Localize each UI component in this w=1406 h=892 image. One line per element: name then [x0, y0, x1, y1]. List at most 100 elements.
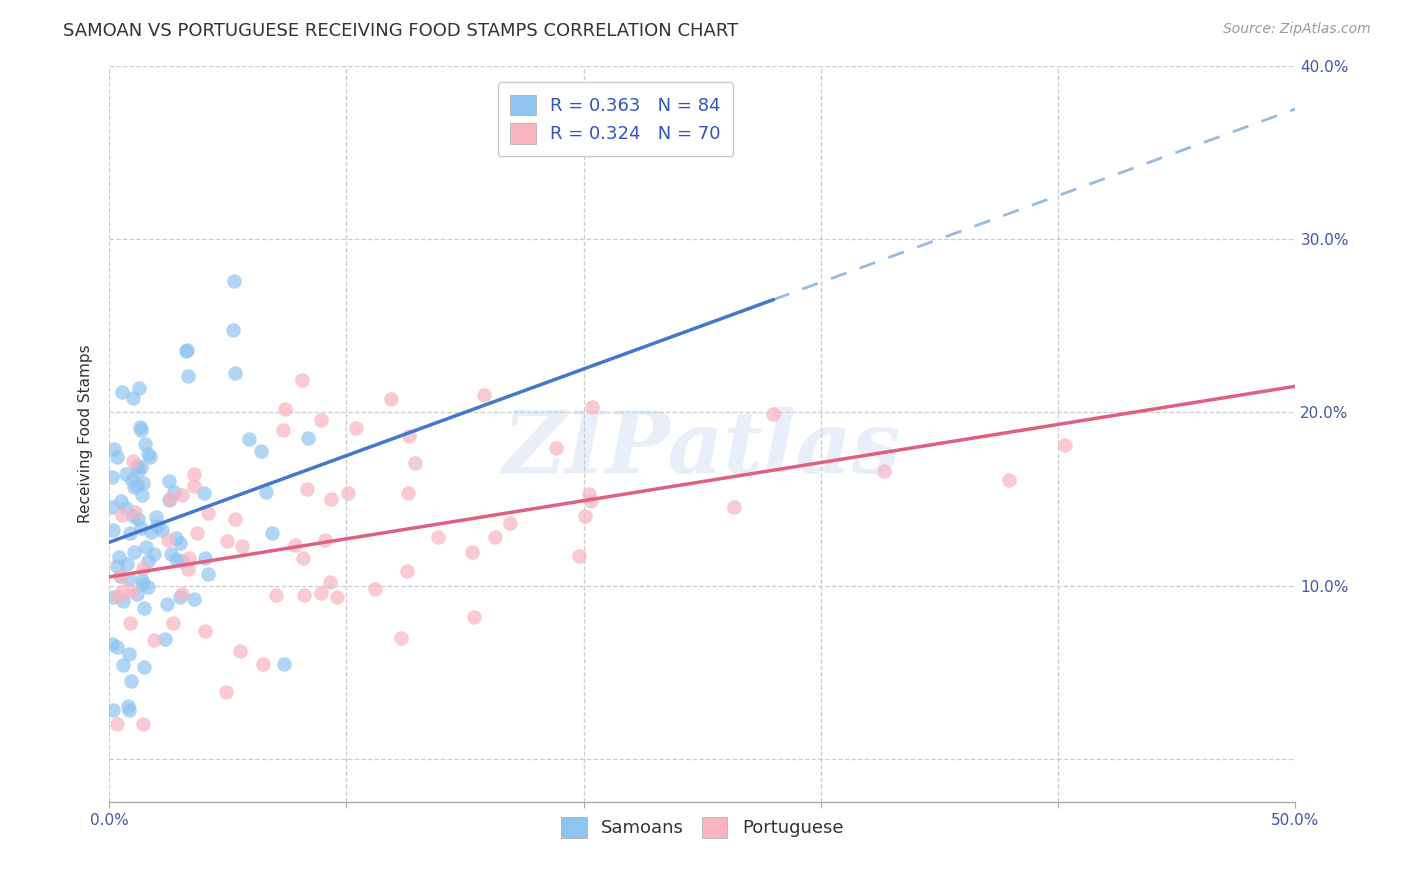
Point	[326, 590, 349, 604]
Point	[129, 460, 152, 475]
Point	[105, 450, 128, 464]
Point	[309, 413, 332, 427]
Point	[105, 640, 128, 654]
Text: ZIPatlas: ZIPatlas	[503, 407, 901, 491]
Point	[254, 485, 277, 500]
Point	[183, 592, 205, 607]
Point	[177, 551, 200, 566]
Point	[160, 547, 183, 561]
Point	[291, 550, 314, 565]
Point	[150, 524, 173, 538]
Point	[146, 519, 169, 533]
Point	[134, 437, 156, 451]
Point	[131, 573, 153, 587]
Point	[295, 482, 318, 496]
Point	[117, 647, 139, 661]
Point	[117, 699, 139, 714]
Point	[578, 487, 600, 501]
Point	[134, 660, 156, 674]
Point	[249, 444, 271, 458]
Point	[138, 450, 160, 465]
Point	[398, 429, 420, 443]
Point	[426, 530, 449, 544]
Point	[472, 388, 495, 402]
Point	[110, 493, 132, 508]
Point	[117, 703, 139, 717]
Point	[124, 505, 146, 519]
Point	[121, 473, 143, 487]
Point	[544, 441, 567, 455]
Point	[122, 545, 145, 559]
Point	[297, 431, 319, 445]
Point	[122, 508, 145, 523]
Point	[579, 494, 602, 508]
Point	[120, 673, 142, 688]
Point	[127, 512, 149, 526]
Point	[110, 569, 132, 583]
Point	[115, 500, 138, 515]
Point	[404, 456, 426, 470]
Point	[172, 488, 194, 502]
Point	[111, 384, 134, 399]
Point	[118, 572, 141, 586]
Point	[111, 594, 134, 608]
Point	[121, 454, 143, 468]
Point	[176, 343, 198, 358]
Point	[111, 584, 134, 599]
Point	[177, 369, 200, 384]
Point	[574, 509, 596, 524]
Point	[156, 597, 179, 611]
Point	[998, 473, 1021, 487]
Point	[364, 582, 387, 596]
Point	[165, 531, 187, 545]
Point	[122, 480, 145, 494]
Point	[873, 464, 896, 478]
Point	[581, 400, 603, 414]
Legend: Samoans, Portuguese: Samoans, Portuguese	[554, 810, 851, 845]
Point	[314, 533, 336, 547]
Point	[197, 507, 219, 521]
Point	[142, 547, 165, 561]
Point	[114, 467, 136, 481]
Point	[215, 685, 238, 699]
Point	[197, 567, 219, 582]
Point	[395, 565, 418, 579]
Point	[169, 535, 191, 549]
Point	[292, 588, 315, 602]
Point	[127, 478, 149, 492]
Point	[100, 500, 122, 514]
Point	[174, 343, 197, 358]
Point	[183, 479, 205, 493]
Point	[568, 549, 591, 563]
Point	[118, 526, 141, 541]
Point	[177, 562, 200, 576]
Point	[170, 587, 193, 601]
Point	[224, 512, 246, 526]
Point	[131, 487, 153, 501]
Point	[169, 590, 191, 604]
Point	[344, 421, 367, 435]
Point	[273, 657, 295, 672]
Point	[128, 381, 150, 395]
Point	[127, 458, 149, 473]
Point	[145, 509, 167, 524]
Point	[222, 324, 245, 338]
Point	[224, 366, 246, 380]
Point	[499, 516, 522, 530]
Point	[723, 500, 745, 514]
Point	[129, 420, 152, 434]
Point	[319, 575, 342, 590]
Point	[186, 526, 208, 541]
Point	[157, 474, 180, 488]
Point	[193, 485, 215, 500]
Point	[290, 373, 312, 387]
Point	[101, 637, 124, 651]
Point	[194, 550, 217, 565]
Point	[135, 541, 157, 555]
Point	[157, 533, 180, 548]
Point	[115, 558, 138, 572]
Point	[142, 633, 165, 648]
Point	[103, 524, 125, 538]
Point	[136, 554, 159, 568]
Text: SAMOAN VS PORTUGUESE RECEIVING FOOD STAMPS CORRELATION CHART: SAMOAN VS PORTUGUESE RECEIVING FOOD STAM…	[63, 22, 738, 40]
